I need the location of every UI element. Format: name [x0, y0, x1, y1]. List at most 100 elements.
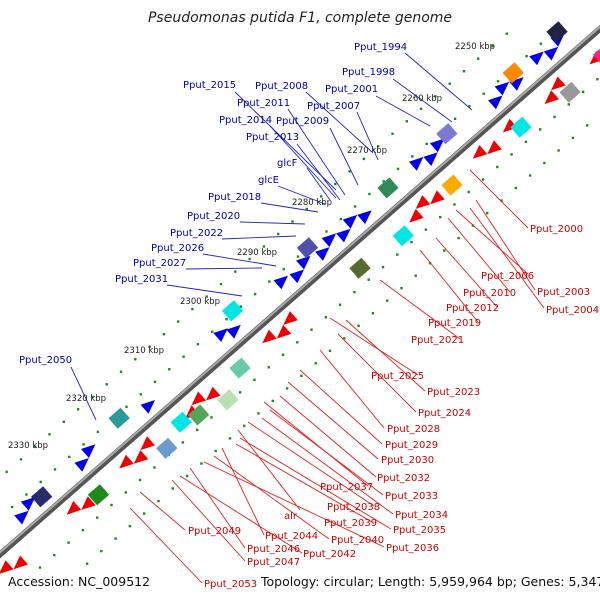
tick-dot: [353, 291, 356, 294]
gene-label[interactable]: Pput_2044: [265, 531, 318, 542]
forward-connector: [375, 95, 431, 127]
gene-label[interactable]: Pput_2031: [115, 274, 168, 285]
gene-label[interactable]: Pput_2009: [276, 116, 329, 127]
reverse-connector: [319, 349, 385, 429]
tick-dot: [434, 95, 437, 98]
tick-dot: [291, 220, 294, 223]
reverse-connector: [287, 381, 379, 460]
tick-dot: [53, 468, 57, 471]
tick-dot: [586, 124, 589, 127]
gene-label[interactable]: Pput_2018: [208, 192, 261, 203]
tick-dot: [48, 433, 51, 436]
gene-label[interactable]: Pput_2026: [151, 243, 204, 254]
gene-features: [0, 21, 600, 574]
tick-dot: [234, 270, 237, 273]
reverse-connector: [475, 199, 536, 291]
gene-label[interactable]: Pput_2040: [331, 535, 384, 546]
gene-label[interactable]: Pput_2014: [219, 115, 272, 126]
reverse-connector: [269, 409, 384, 496]
gene-label[interactable]: Pput_2053: [204, 579, 257, 590]
gene-label[interactable]: glcE: [258, 175, 279, 186]
gene-label[interactable]: Pput_2011: [237, 98, 290, 109]
gene-label[interactable]: Pput_2037: [320, 482, 373, 493]
gene-label[interactable]: Pput_2050: [19, 355, 72, 366]
gene-label[interactable]: Pput_2008: [255, 81, 308, 92]
forward-connector: [306, 167, 331, 201]
gene-label[interactable]: Pput_2021: [411, 335, 464, 346]
reverse-connector: [299, 369, 383, 445]
tick-dot: [214, 449, 217, 453]
gene-label[interactable]: Pput_2003: [537, 287, 590, 298]
gene-label[interactable]: Pput_2030: [381, 455, 434, 466]
gene-label[interactable]: Pput_2000: [530, 224, 583, 235]
forward-gene-arrow: [20, 497, 36, 511]
gene-label[interactable]: Pput_2013: [246, 132, 299, 143]
gene-label[interactable]: Pput_2022: [170, 228, 223, 239]
gene-label[interactable]: Pput_2012: [446, 303, 499, 314]
gene-label[interactable]: Pput_2046: [247, 544, 300, 555]
gene-label[interactable]: Pput_2020: [187, 211, 240, 222]
tick-dot: [414, 274, 417, 277]
gene-label[interactable]: Pput_2035: [393, 525, 446, 536]
tick-dot: [581, 90, 585, 93]
gene-label[interactable]: Pput_2029: [385, 440, 438, 451]
gene-label[interactable]: Pput_2010: [463, 288, 516, 299]
gene-block: [229, 357, 251, 379]
forward-gene-arrow: [494, 81, 510, 96]
gene-label[interactable]: Pput_1998: [342, 67, 395, 78]
gene-label[interactable]: Pput_2004: [546, 305, 599, 316]
forward-connector: [234, 91, 337, 191]
tick-dot: [500, 199, 503, 202]
tick-dot: [210, 416, 213, 419]
tick-dot: [268, 280, 271, 283]
gene-label[interactable]: Pput_2015: [183, 80, 236, 91]
gene-label[interactable]: Pput_2038: [327, 502, 380, 513]
tick-dot: [105, 383, 108, 386]
gene-label[interactable]: Pput_2033: [385, 491, 438, 502]
gene-label[interactable]: glcF: [277, 158, 298, 169]
tick-dot: [428, 262, 432, 265]
tick-dot: [448, 82, 451, 85]
tick-dot: [267, 366, 270, 369]
tick-dot: [100, 549, 103, 553]
gene-label[interactable]: Pput_2025: [371, 371, 424, 382]
forward-connector: [269, 125, 337, 199]
forward-gene-arrow: [423, 152, 438, 166]
gene-label[interactable]: Pput_2036: [386, 543, 439, 554]
forward-gene-arrow: [213, 328, 228, 342]
reverse-connector: [469, 207, 545, 309]
reverse-gene-arrow: [551, 76, 566, 91]
gene-label[interactable]: Pput_2028: [387, 424, 440, 435]
tick-dot: [325, 230, 328, 233]
gene-label[interactable]: Pput_2049: [188, 526, 241, 537]
gene-label[interactable]: Pput_1994: [354, 42, 407, 53]
tick-dot: [243, 424, 246, 428]
tick-dot: [353, 205, 357, 208]
gene-label[interactable]: Pput_2034: [395, 510, 448, 521]
tick-dot: [300, 374, 303, 377]
gene-label[interactable]: Pput_2019: [428, 318, 481, 329]
gene-label[interactable]: Pput_2039: [324, 518, 377, 529]
forward-gene-arrow: [289, 269, 304, 284]
gene-label[interactable]: alr: [284, 511, 298, 522]
gene-label[interactable]: Pput_2023: [427, 387, 480, 398]
forward-gene-arrow: [408, 156, 424, 171]
gene-label[interactable]: Pput_2027: [133, 258, 186, 269]
tick-dot: [19, 458, 23, 461]
gene-label[interactable]: Pput_2024: [418, 408, 471, 419]
forward-connector: [202, 253, 277, 267]
gene-label[interactable]: Pput_2001: [325, 84, 378, 95]
tick-dot: [196, 428, 199, 432]
gene-label[interactable]: Pput_2032: [377, 473, 430, 484]
gene-label[interactable]: Pput_2042: [303, 549, 356, 560]
tick-dot: [38, 566, 42, 569]
tick-dot: [381, 265, 385, 269]
tick-dot: [53, 553, 56, 557]
tick-dot: [262, 245, 266, 248]
gene-label[interactable]: Pput_2006: [481, 271, 534, 282]
reverse-connector: [279, 395, 377, 478]
tick-dot: [176, 320, 180, 323]
gene-label[interactable]: Pput_2007: [307, 101, 360, 112]
reverse-connector: [419, 249, 479, 323]
gene-label[interactable]: Pput_2047: [247, 557, 300, 568]
